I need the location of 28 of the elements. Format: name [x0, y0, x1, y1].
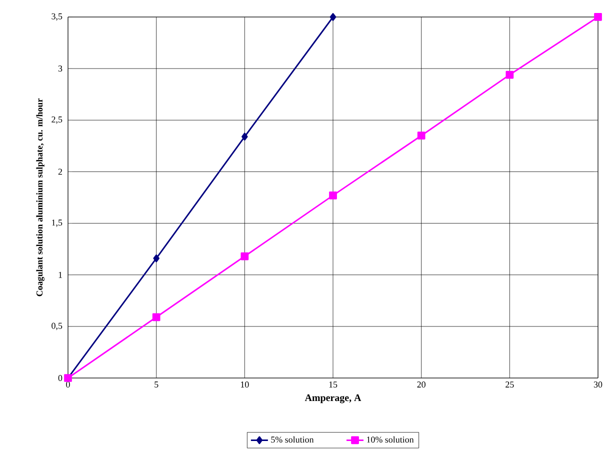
- y-axis-title: Coagulant solution aluminium sulphate, cu. m/hour: [36, 98, 44, 296]
- x-tick-label: 10: [240, 382, 249, 388]
- y-tick-label: 3: [58, 66, 62, 72]
- point: [594, 13, 602, 21]
- point: [329, 191, 337, 200]
- x-axis-title: Amperage, A: [304, 394, 362, 404]
- x-tick-label: 30: [594, 382, 602, 388]
- x-tick-label: 5: [154, 382, 158, 388]
- point: [506, 70, 514, 79]
- point: [240, 252, 249, 260]
- point: [417, 132, 426, 140]
- x-tick-label: 20: [417, 382, 426, 388]
- legend-label: 10% solution: [367, 436, 414, 443]
- y-tick-label: 3,5: [52, 13, 62, 21]
- point: [242, 132, 248, 141]
- point: [330, 13, 336, 21]
- point: [153, 254, 160, 262]
- y-tick-label: 2,5: [52, 116, 62, 124]
- point: [152, 313, 160, 322]
- x-tick-label: 0: [66, 382, 70, 388]
- y-tick-label: 2: [58, 168, 62, 175]
- legend-label: 5% solution: [271, 436, 314, 443]
- y-tick-label: 0,5: [52, 322, 62, 330]
- y-tick-label: 1: [58, 272, 62, 278]
- y-tick-label: 1,5: [52, 220, 62, 227]
- x-tick-label: 15: [329, 382, 338, 388]
- y-tick-label: 0: [58, 374, 62, 382]
- x-tick-label: 25: [506, 382, 514, 388]
